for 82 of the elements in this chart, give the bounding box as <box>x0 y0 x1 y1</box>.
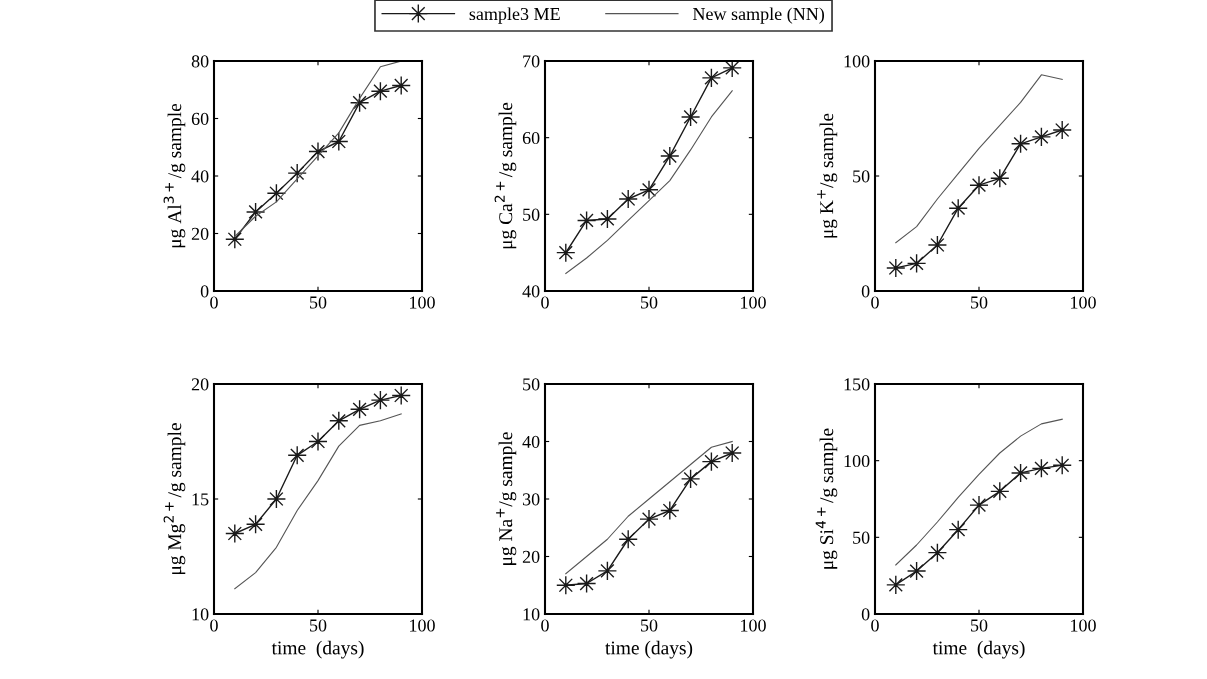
x-tick-label: 100 <box>741 296 766 309</box>
y-tick-label: 10 <box>192 608 209 621</box>
y-tick-label: 20 <box>191 227 209 240</box>
point <box>660 146 680 166</box>
line-series <box>895 418 1063 566</box>
y-axis-title: μg Mg$^{2+}$/g sample <box>163 423 186 575</box>
point <box>886 575 906 595</box>
y-tick-label: 80 <box>191 55 209 68</box>
x-tick-label: 0 <box>871 296 879 309</box>
y-tick-label: 70 <box>523 55 540 68</box>
x-tick-label: 100 <box>741 619 766 632</box>
legend-label: sample3 ME <box>469 7 560 24</box>
y-axis-title: μg Na$^{+}$/g sample <box>496 432 517 565</box>
x-axis-title: time (days) <box>605 640 693 659</box>
point <box>597 561 618 581</box>
x-axis-title: time (days) <box>932 640 1025 659</box>
point <box>927 235 948 255</box>
x-tick-label: 0 <box>541 619 549 632</box>
point <box>1052 120 1072 140</box>
x-tick-label: 100 <box>410 296 435 309</box>
x-tick-label: 50 <box>971 619 988 632</box>
y-tick-label: 20 <box>522 550 540 563</box>
point <box>308 431 328 452</box>
y-tick-label: 50 <box>523 208 540 221</box>
y-axis-title: μg Al$^{3+}$/g sample <box>163 103 186 248</box>
y-tick-label: 40 <box>522 435 540 448</box>
y-tick-label: 0 <box>861 608 870 621</box>
x-tick-label: 0 <box>871 619 879 632</box>
y-tick-label: 50 <box>853 170 870 183</box>
point <box>618 189 638 209</box>
point <box>639 509 659 529</box>
x-tick-label: 0 <box>210 296 218 309</box>
x-axis-title: time (days) <box>271 640 364 659</box>
y-axis-title: μg K$^{+}$/g sample <box>817 113 838 238</box>
y-tick-label: 30 <box>522 493 540 506</box>
point <box>1010 463 1031 483</box>
y-tick-label: 60 <box>191 112 209 125</box>
x-tick-label: 50 <box>971 296 988 309</box>
x-tick-label: 0 <box>210 619 218 632</box>
point <box>886 258 906 278</box>
point <box>722 61 742 78</box>
point <box>680 469 701 489</box>
legend-label: New sample (NN) <box>692 7 825 24</box>
x-tick-label: 100 <box>1071 619 1096 632</box>
point <box>701 68 722 88</box>
y-tick-label: 40 <box>522 285 540 298</box>
line-series <box>234 413 402 590</box>
y-axis-title: μg Ca$^{2+}$/g sample <box>494 102 517 249</box>
y-tick-label: 50 <box>523 378 540 391</box>
x-tick-label: 50 <box>310 619 327 632</box>
y-tick-label: 100 <box>844 55 870 68</box>
y-tick-label: 15 <box>192 493 209 506</box>
y-tick-label: 50 <box>853 531 870 544</box>
y-tick-label: 60 <box>522 131 540 145</box>
point <box>906 561 927 581</box>
y-tick-label: 150 <box>844 378 870 391</box>
line-series <box>895 74 1063 244</box>
point <box>1031 127 1052 147</box>
point <box>266 489 287 509</box>
y-tick-label: 10 <box>523 608 540 621</box>
x-tick-label: 0 <box>541 296 549 309</box>
point <box>969 495 989 515</box>
point <box>370 390 391 410</box>
y-tick-label: 100 <box>844 454 870 468</box>
point <box>370 81 391 101</box>
y-tick-label: 40 <box>191 170 209 183</box>
point <box>969 175 989 195</box>
line-series <box>565 440 733 575</box>
point <box>639 180 659 200</box>
y-tick-label: 0 <box>200 285 209 298</box>
y-tick-label: 0 <box>861 285 870 298</box>
x-tick-label: 100 <box>410 619 435 632</box>
x-tick-label: 50 <box>641 619 658 632</box>
y-axis-title: μg Si$^{4+}$/g sample <box>815 428 838 569</box>
point <box>722 443 742 463</box>
x-tick-label: 50 <box>641 296 658 309</box>
line-series <box>565 90 733 274</box>
x-tick-label: 100 <box>1071 296 1096 309</box>
y-tick-label: 20 <box>191 378 209 391</box>
x-tick-label: 50 <box>310 296 327 309</box>
point <box>680 107 701 127</box>
point <box>597 209 618 229</box>
